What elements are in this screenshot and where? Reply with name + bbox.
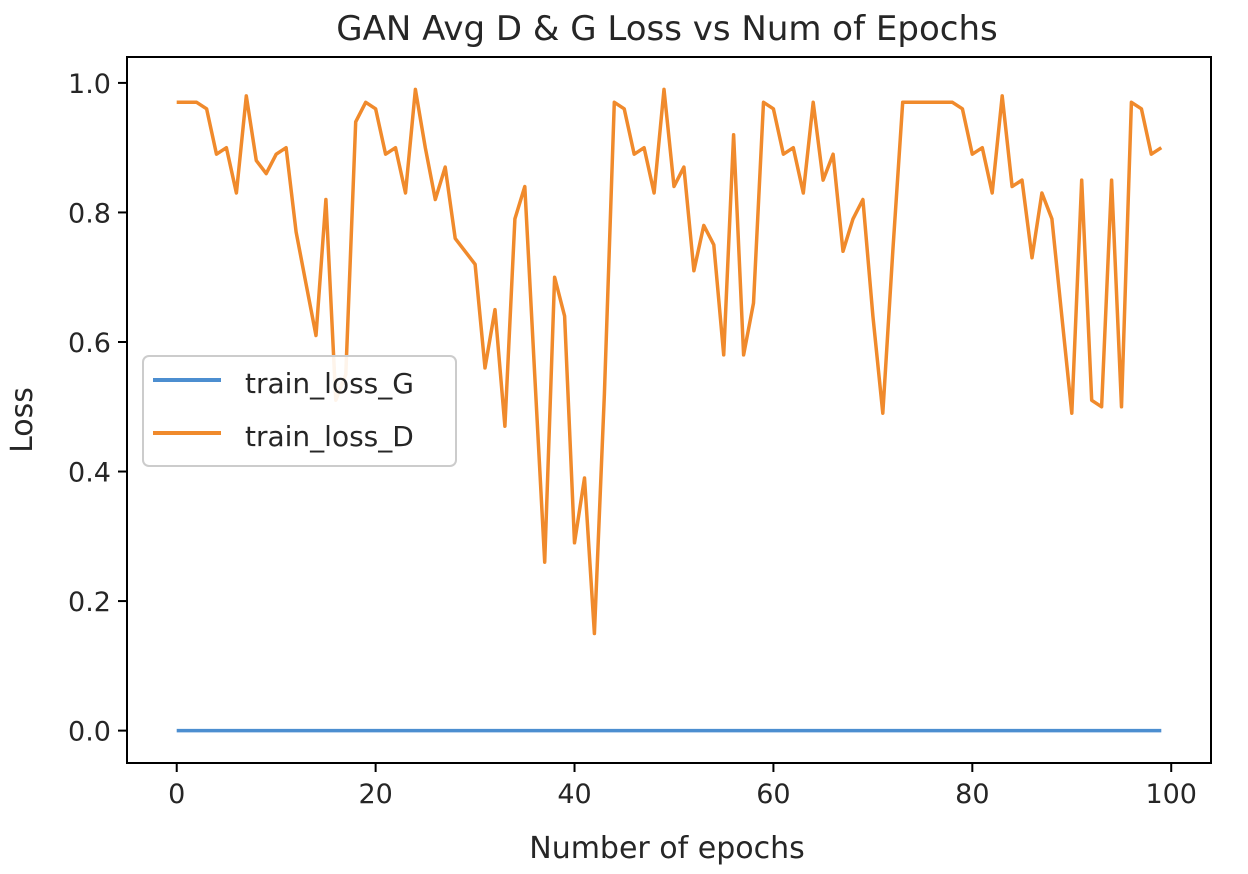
x-tick-label: 80 — [955, 779, 989, 810]
x-tick-label: 0 — [168, 779, 185, 810]
y-tick-label: 0.0 — [68, 717, 111, 748]
x-axis-ticks: 0 20 40 60 80 100 — [168, 763, 1197, 810]
x-tick-label: 60 — [756, 779, 790, 810]
y-tick-label: 0.8 — [68, 198, 111, 229]
y-axis-label: Loss — [5, 387, 40, 453]
chart-title: GAN Avg D & G Loss vs Num of Epochs — [336, 9, 997, 49]
legend-label-train-loss-g: train_loss_G — [245, 367, 414, 400]
y-tick-label: 0.6 — [68, 328, 111, 359]
y-tick-label: 1.0 — [68, 69, 111, 100]
y-tick-label: 0.2 — [68, 587, 111, 618]
legend-label-train-loss-d: train_loss_D — [245, 420, 414, 453]
legend: train_loss_G train_loss_D — [142, 355, 457, 467]
y-axis-ticks: 0.0 0.2 0.4 0.6 0.8 1.0 — [68, 69, 127, 748]
y-tick-label: 0.4 — [68, 458, 111, 489]
x-tick-label: 40 — [557, 779, 591, 810]
x-axis-label: Number of epochs — [529, 831, 805, 866]
x-tick-label: 100 — [1145, 779, 1197, 810]
legend-box — [142, 355, 457, 467]
x-tick-label: 20 — [358, 779, 392, 810]
